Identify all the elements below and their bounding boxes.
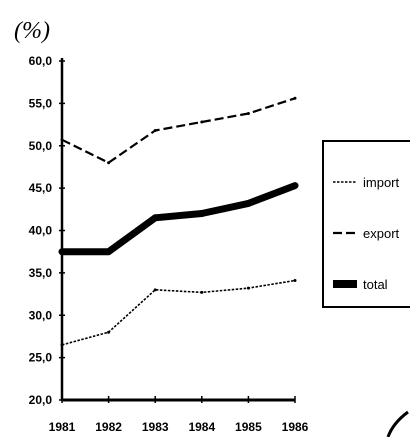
y-axis-unit-label: (%)	[14, 18, 50, 44]
x-tick-label: 1986	[282, 420, 309, 434]
x-tick-label: 1985	[235, 420, 262, 434]
x-tick-label: 1982	[95, 420, 122, 434]
y-axis-ticks: 20,0 25,0 30,0 35,0 40,0 45,0 50,0 55,0 60,0	[29, 54, 65, 407]
legend-label-import: import	[363, 175, 400, 190]
y-tick-label: 35,0	[29, 266, 53, 280]
y-tick-label: 20,0	[29, 393, 53, 407]
data-point-import	[60, 343, 64, 347]
data-point-import	[246, 286, 250, 290]
data-point-import	[107, 330, 111, 334]
chart-legend: import export total	[322, 140, 410, 308]
corner-arc-decoration	[386, 410, 409, 437]
legend-label-total: total	[363, 277, 388, 292]
x-axis-ticks: 1981 1982 1983 1984 1985 1986	[49, 396, 309, 434]
y-tick-label: 45,0	[29, 181, 53, 195]
x-tick-label: 1983	[142, 420, 169, 434]
x-tick-label: 1984	[188, 420, 215, 434]
series-line-import	[61, 279, 296, 346]
chart-series	[58, 96, 299, 347]
data-point-import	[293, 279, 297, 283]
x-tick-label: 1981	[49, 420, 76, 434]
data-point-total	[105, 248, 113, 256]
data-point-total	[244, 199, 252, 207]
data-point-export	[200, 120, 204, 124]
legend-box	[322, 140, 410, 308]
y-tick-label: 60,0	[29, 54, 53, 68]
data-point-total	[151, 214, 159, 222]
y-tick-label: 40,0	[29, 224, 53, 238]
data-point-export	[107, 161, 111, 165]
data-point-export	[153, 128, 157, 132]
data-point-import	[153, 288, 157, 292]
y-tick-label: 30,0	[29, 308, 53, 322]
data-point-total	[291, 182, 299, 190]
data-point-export	[293, 96, 297, 100]
chart-axes	[60, 58, 295, 402]
data-point-total	[198, 210, 206, 218]
y-tick-label: 55,0	[29, 96, 53, 110]
legend-label-export: export	[363, 226, 400, 241]
series-line-export	[61, 97, 296, 164]
series-line-total	[62, 182, 297, 256]
data-point-export	[60, 138, 64, 142]
data-point-import	[200, 290, 204, 294]
y-tick-label: 25,0	[29, 351, 53, 365]
data-point-total	[58, 248, 66, 256]
data-point-export	[246, 112, 250, 116]
y-tick-label: 50,0	[29, 139, 53, 153]
